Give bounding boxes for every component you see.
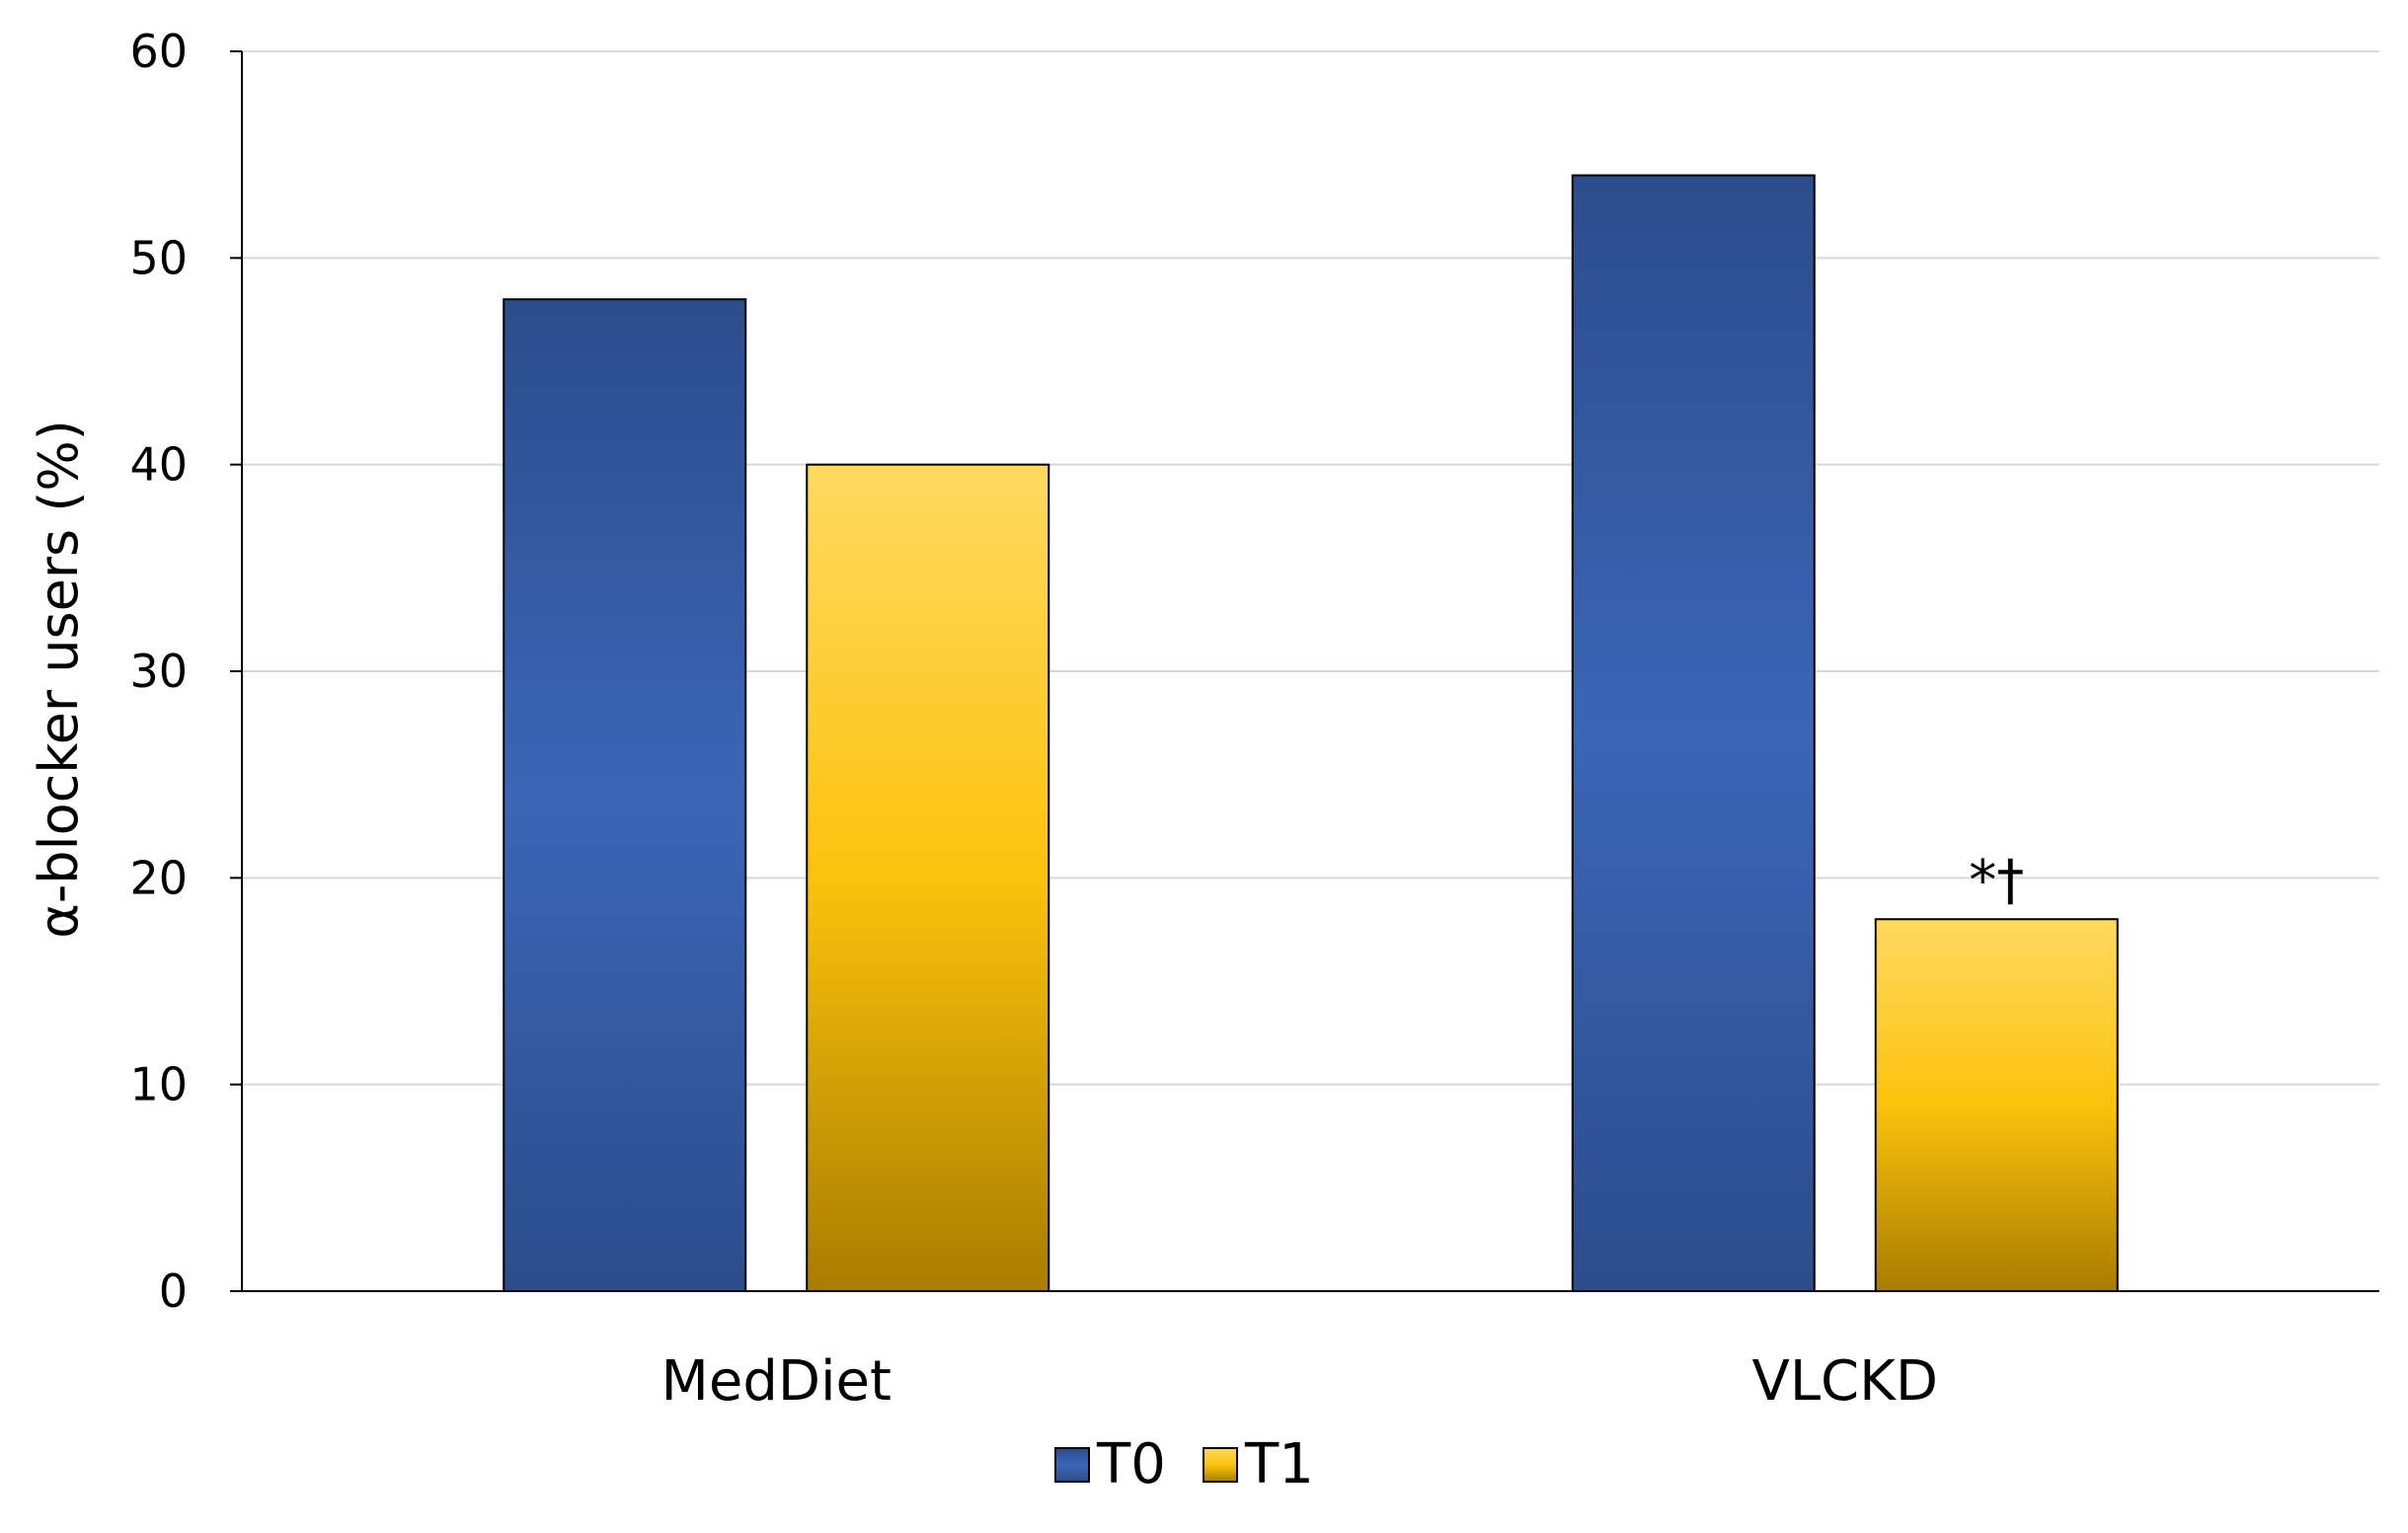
x-category-label: MedDiet	[661, 1349, 892, 1414]
annotations: *†	[1969, 849, 2024, 913]
bars	[503, 174, 2119, 1293]
y-tick-label: 30	[129, 645, 188, 698]
legend-swatch-t0	[1054, 1447, 1090, 1483]
bar-t0-vlckd	[1571, 174, 1816, 1293]
legend-label-t0: T0	[1096, 1432, 1166, 1496]
x-category-label: VLCKD	[1752, 1349, 1938, 1414]
legend-swatch-t1	[1203, 1447, 1238, 1483]
legend: T0 T1	[1054, 1432, 1314, 1496]
y-tick-label: 20	[129, 851, 188, 904]
bar-t0-meddiet	[503, 298, 747, 1292]
y-tick-label: 0	[159, 1265, 188, 1318]
category-labels: MedDiet VLCKD	[661, 1349, 1938, 1414]
legend-label-t1: T1	[1244, 1432, 1314, 1496]
y-tick-label: 40	[129, 438, 188, 492]
y-tick-label: 50	[129, 231, 188, 284]
significance-annotation: *†	[1969, 849, 2024, 913]
y-axis-title: α-blocker users (%)	[28, 420, 90, 939]
y-tick-label: 60	[129, 25, 188, 78]
bar-t1-meddiet	[806, 463, 1050, 1292]
bar-t1-vlckd	[1874, 918, 2119, 1292]
y-tick-labels: 0 10 20 30 40 50 60	[129, 25, 188, 1318]
y-tick-label: 10	[129, 1058, 188, 1111]
